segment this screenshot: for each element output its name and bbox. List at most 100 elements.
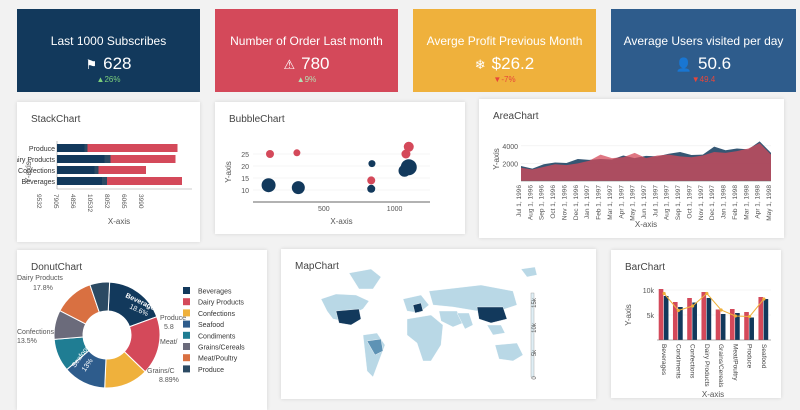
- area-chart: 2000 4000 Jul 1, 1996 Aug 1, 1996 Sep 1, 199…: [492, 141, 773, 229]
- legend-label: Meat/Poultry: [198, 356, 238, 363]
- x-tick-label: Aug 1, 1996: [527, 185, 534, 220]
- bar-chart: 5k 10k Beverages Condiments Confections Dairy…: [624, 288, 771, 398]
- kpi-delta: ▼-7%: [493, 75, 516, 84]
- x-tick-label: Jul 1, 1997: [652, 185, 659, 217]
- kpi-delta: ▲9%: [296, 75, 317, 84]
- x-tick-label: Sep 1, 1997: [675, 185, 682, 220]
- x-tick-label: Jul 1, 1996: [516, 185, 523, 217]
- outer-label: Dairy Products: [17, 275, 63, 282]
- stack-bar: [57, 166, 95, 174]
- bubble: [368, 160, 376, 168]
- y-axis-label: Y-axis: [624, 304, 633, 326]
- kpi-value-row: ⚑ 628: [17, 54, 200, 74]
- outer-label: Produce: [160, 315, 186, 322]
- country-shape: [406, 314, 444, 362]
- y-tick-label: Produce: [29, 146, 55, 153]
- bar: [658, 289, 664, 340]
- x-tick-label: May 1, 1997: [630, 185, 637, 221]
- kpi-tile-users: Average Users visited per day 👤 50.6 ▼49.4: [611, 9, 796, 92]
- x-tick-label: Apr 1, 1998: [755, 185, 762, 219]
- bar: [749, 317, 754, 340]
- x-tick-label: Nov 1, 1996: [561, 185, 568, 220]
- snowflake-icon: ❄: [474, 57, 486, 72]
- legend-label: Grains/Cereals: [198, 345, 245, 352]
- donut-slice: [89, 281, 111, 313]
- stack-chart-title: StackChart: [31, 114, 81, 125]
- area-series: [521, 143, 771, 181]
- country-shape: [366, 338, 384, 356]
- trend-point: [719, 308, 723, 312]
- kpi-value-row: ❄ $26.2: [413, 54, 596, 74]
- stack-bar: [57, 155, 105, 163]
- outer-label: 13.5%: [17, 338, 37, 345]
- kpi-tile-profit: Averge Profit Previous Month ❄ $26.2 ▼-7%: [413, 9, 596, 92]
- kpi-delta: ▼49.4: [691, 75, 716, 84]
- y-tick-label: Beverages: [22, 179, 56, 186]
- x-tick-label: Grains/Cereals: [717, 344, 724, 388]
- bar: [672, 302, 678, 340]
- outer-label: Confections: [17, 329, 54, 336]
- legend-label: Condiments: [198, 333, 236, 340]
- stack-bar: [84, 144, 88, 152]
- y-tick-label: 2000: [502, 161, 518, 168]
- bubble-chart: 10 15 20 25 500 1000 X-axis Y-axis: [224, 141, 430, 226]
- country-shape: [476, 306, 508, 324]
- y-tick-label: 20: [241, 164, 249, 171]
- bar: [663, 296, 669, 340]
- country-shape: [348, 268, 382, 290]
- x-tick-label: 1000: [387, 206, 403, 213]
- bar: [678, 307, 683, 340]
- x-tick-label: 3990: [137, 194, 144, 209]
- bubble: [265, 150, 274, 158]
- stack-bar: [98, 166, 146, 174]
- country-shape: [438, 310, 464, 328]
- bubble: [398, 164, 411, 177]
- legend-swatch: [183, 320, 190, 328]
- bar: [729, 309, 735, 340]
- outer-label: Meat/: [160, 339, 178, 346]
- area-chart-card: AreaChart 2000 4000 Jul 1, 1996 Aug 1, 1996…: [479, 99, 784, 238]
- area-chart-title: AreaChart: [493, 111, 539, 122]
- bar: [701, 292, 707, 340]
- user-icon: 👤: [675, 57, 693, 72]
- x-tick-label: Jan 1, 1998: [721, 185, 728, 219]
- country-shape: [362, 332, 386, 378]
- legend-swatch: [183, 298, 190, 306]
- x-axis-label: X-axis: [702, 390, 724, 398]
- bar: [735, 313, 740, 340]
- country-shape: [412, 302, 424, 314]
- x-tick-label: May 1, 1998: [766, 185, 773, 221]
- donut-chart-title: DonutChart: [31, 262, 83, 273]
- stack-bar: [94, 166, 99, 174]
- stack-bar: [87, 144, 178, 152]
- bubble: [403, 141, 414, 152]
- legend-label: Seafood: [198, 322, 224, 329]
- y-tick-label: 4000: [502, 144, 518, 151]
- bar: [758, 297, 764, 340]
- legend-swatch: [183, 365, 190, 373]
- bubble: [261, 178, 276, 193]
- kpi-delta: ▲26%: [96, 75, 121, 84]
- country-shape: [520, 266, 538, 278]
- country-shape: [335, 308, 362, 326]
- stack-chart-card: StackChart Produce Dairy Products Confecti…: [17, 102, 200, 242]
- x-tick-label: Beverages: [660, 344, 667, 376]
- flag-icon: ⚑: [85, 57, 98, 72]
- x-tick-label: 8052: [103, 194, 110, 209]
- bubble: [291, 181, 305, 195]
- colorbar-tick: 0: [532, 376, 538, 380]
- outer-label: 5.8: [164, 324, 174, 331]
- legend-swatch: [183, 354, 190, 362]
- warning-icon: ⚠: [283, 57, 296, 72]
- kpi-tile-subscribes: Last 1000 Subscribes ⚑ 628 ▲26%: [17, 9, 200, 92]
- bubble: [367, 184, 376, 193]
- trend-point: [705, 291, 709, 296]
- x-tick-label: Mar 1, 1998: [743, 185, 750, 220]
- stack-bar: [102, 177, 107, 185]
- trend-point: [676, 308, 680, 313]
- y-tick-label: 25: [241, 152, 249, 159]
- legend-label: Beverages: [198, 289, 232, 296]
- x-tick-label: Meat/Poultry: [731, 344, 738, 381]
- x-tick-label: Oct 1, 1996: [550, 185, 557, 219]
